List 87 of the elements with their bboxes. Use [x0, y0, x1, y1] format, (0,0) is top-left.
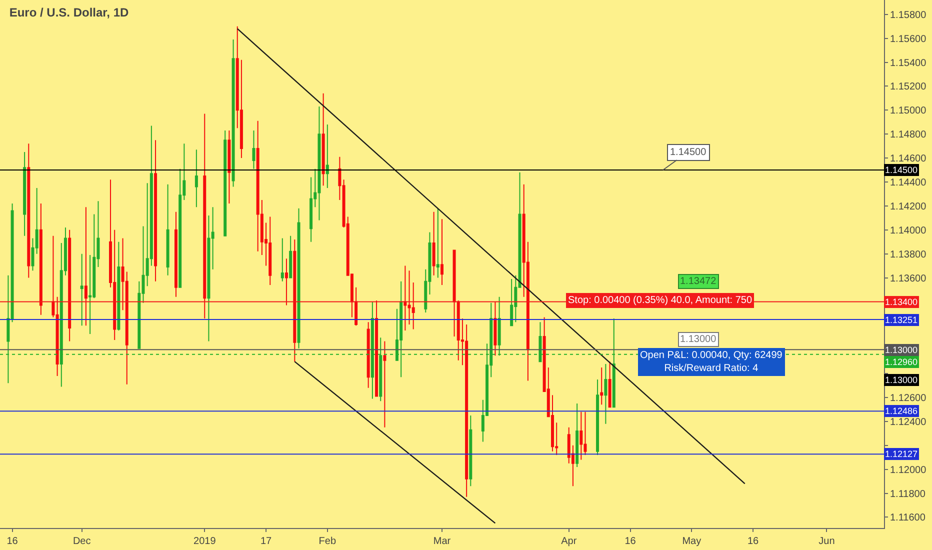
y-tick-label: 1.12400: [890, 416, 927, 428]
y-tick-label: 1.15800: [890, 10, 927, 21]
candlestick: [284, 258, 288, 306]
candlestick: [452, 250, 456, 337]
candlestick: [39, 203, 42, 316]
annotation: 1.13000: [680, 334, 717, 345]
candlestick: [224, 130, 227, 236]
y-tick-label: 1.14400: [890, 177, 927, 188]
annotation: 1.14500: [670, 147, 707, 158]
candlestick: [117, 241, 120, 331]
candlestick: [383, 340, 386, 428]
candlestick: [256, 120, 260, 252]
candlestick: [27, 143, 30, 278]
ref-line-label: 1.13000: [885, 345, 918, 355]
candlestick: [510, 278, 514, 326]
candlestick: [194, 149, 198, 208]
y-tick-label: 1.14000: [890, 225, 927, 236]
x-tick-label: 16: [624, 536, 636, 547]
y-tick-label: 1.15000: [890, 106, 927, 117]
candlestick: [494, 301, 497, 356]
candlestick: [366, 322, 370, 388]
candlestick: [23, 152, 26, 236]
x-tick-label: Dec: [72, 536, 91, 547]
y-tick-label: 1.13600: [890, 273, 927, 284]
candlestick: [166, 184, 170, 276]
x-tick-label: Jun: [818, 536, 835, 547]
ref-line-label: 1.12486: [885, 406, 918, 416]
candlestick: [289, 235, 292, 278]
x-tick-label: 16: [747, 536, 760, 547]
y-tick-label: 1.14200: [890, 201, 927, 212]
candlestick: [280, 238, 284, 282]
ref-line-label: 1.12127: [885, 449, 918, 459]
y-tick-label: 1.14600: [890, 154, 927, 165]
candlestick: [232, 39, 235, 188]
y-tick-label: 1.11600: [890, 512, 926, 524]
candlestick: [174, 211, 178, 298]
x-tick-label: Apr: [561, 536, 578, 547]
text: 1.13000: [885, 375, 918, 385]
candlestick: [354, 286, 358, 326]
candlestick: [604, 363, 608, 424]
ref-line-label: 1.13400: [885, 297, 918, 307]
candlestick: [432, 211, 436, 276]
candlestick: [600, 367, 604, 406]
ref-line-label: 1.13251: [885, 315, 918, 325]
candlestick: [297, 208, 300, 349]
y-tick-label: 1.14800: [890, 130, 927, 141]
candlestick: [469, 414, 472, 487]
x-tick-label: Feb: [318, 536, 336, 547]
y-tick-label: 1.15600: [890, 34, 927, 45]
y-tick-label: 1.12000: [890, 464, 927, 476]
candlestick: [228, 130, 231, 204]
x-tick-label: 2019: [194, 536, 216, 547]
y-tick-label: 1.15400: [890, 58, 927, 69]
candlestick: [154, 140, 158, 282]
candlestick: [68, 229, 72, 342]
ref-line-label: 1.14500: [885, 165, 918, 175]
candlestick: [436, 208, 440, 278]
candlestick: [404, 265, 407, 331]
candlestick: [322, 92, 325, 186]
candlestick: [596, 379, 600, 456]
text: Euro / U.S. Dollar, 1D: [9, 6, 130, 20]
candlestick: [203, 113, 206, 319]
y-tick-label: 1.12600: [890, 393, 927, 404]
candlestick: [456, 300, 460, 361]
candlestick: [84, 206, 88, 326]
candlestick: [580, 411, 583, 460]
annotation: 1.13472: [680, 276, 717, 287]
annotation: Open P&L: 0.00040, Qty: 62499 Risk/Reward Ratio: 4: [640, 350, 783, 374]
candlestick: [576, 402, 579, 468]
candlestick: [293, 238, 296, 362]
candlestick: [440, 218, 444, 286]
candlestick: [318, 106, 321, 221]
candlestick: [268, 216, 272, 286]
y-tick-label: 1.11800: [890, 488, 926, 500]
x-tick-label: 16: [6, 536, 18, 547]
ref-line-label: 1.12960: [885, 357, 918, 367]
candlestick: [80, 253, 84, 326]
annotation: Stop: 0.00400 (0.35%) 40.0, Amount: 750: [568, 295, 752, 306]
candlestick: [326, 124, 329, 188]
candlestick: [252, 130, 256, 170]
candlestick: [608, 361, 612, 408]
candlestick: [375, 300, 378, 397]
x-tick-label: May: [682, 536, 702, 547]
x-tick-label: 17: [260, 536, 272, 547]
x-tick-label: Mar: [433, 536, 452, 547]
y-tick-label: 1.15200: [890, 82, 927, 93]
y-tick-label: 1.13800: [890, 249, 927, 260]
